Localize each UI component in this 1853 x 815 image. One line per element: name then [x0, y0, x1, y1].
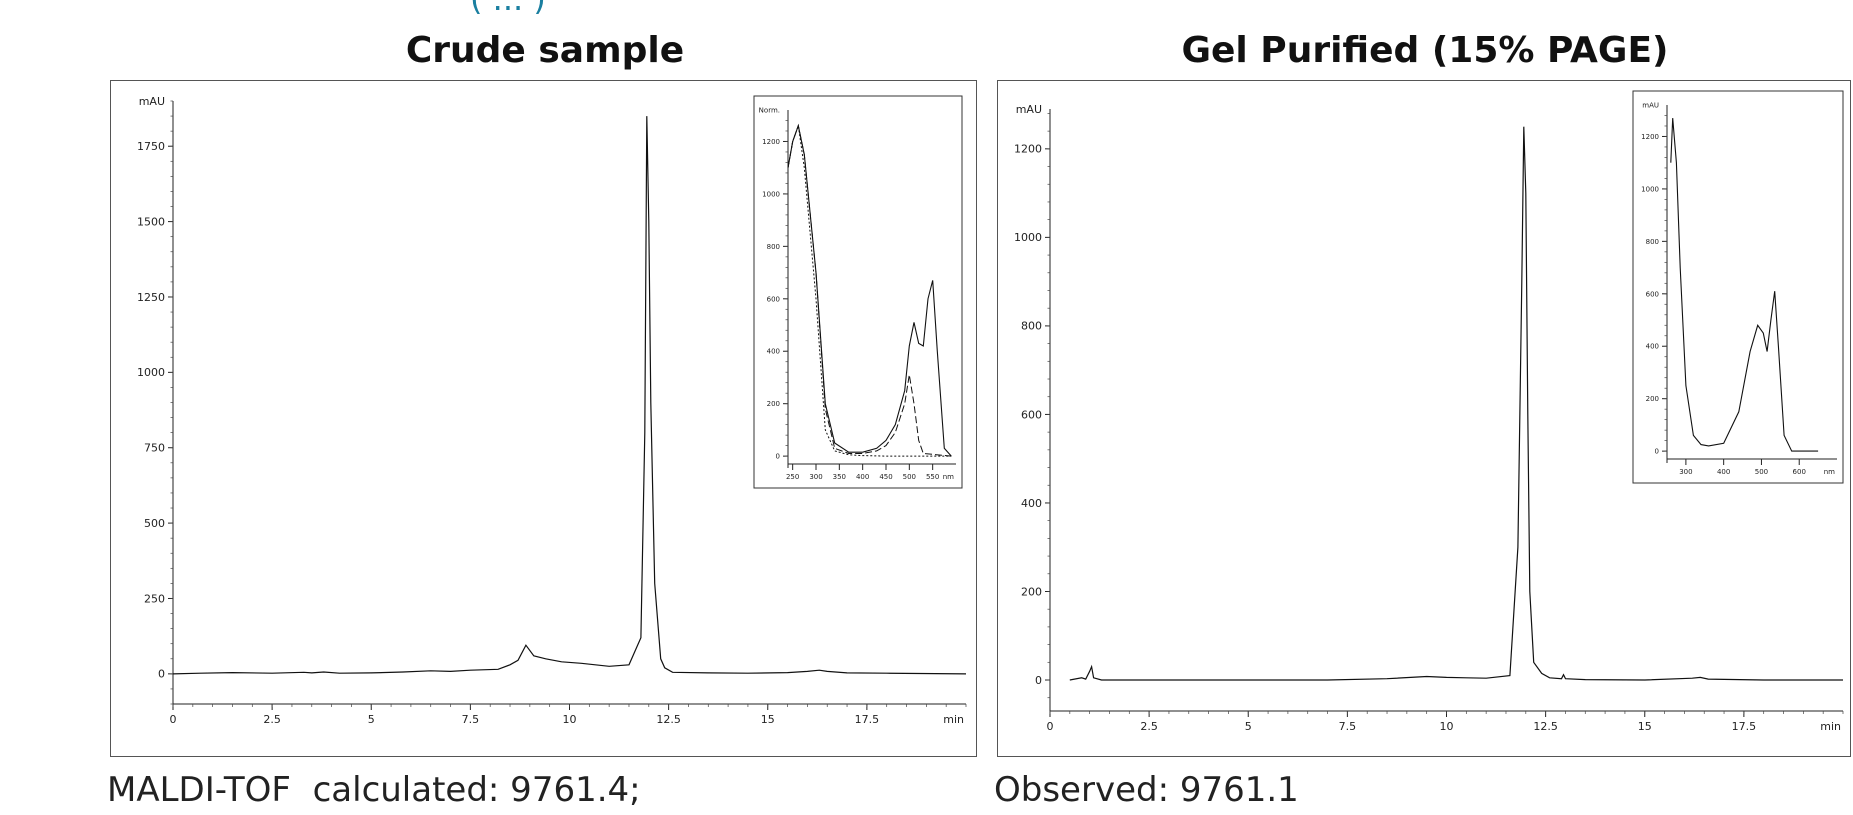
crude-ylabel: mAU: [139, 95, 165, 108]
crude-ytick-label: 1000: [137, 366, 165, 379]
purified-inset-frame: [1632, 90, 1844, 484]
crude-ytick-label: 1750: [137, 140, 165, 153]
crude-inset-ytick-label: 600: [767, 295, 780, 303]
chart-crude-svg: 0 250 500 750 1000 1250 1500 1750 mAU 0 2.5 5 7.5 10 1…: [137, 95, 967, 726]
chart-purified: 0 200 400 600 800 1000 1200 mAU 0 2.5 5 7.5 10 12.5 15…: [997, 80, 1851, 757]
chart-purified-svg: 0 200 400 600 800 1000 1200 mAU 0 2.5 5 7.5 10 12.5 15…: [1014, 90, 1844, 733]
purified-inset-xtick-label: 400: [1717, 468, 1730, 476]
purified-ylabel: mAU: [1016, 103, 1042, 116]
crude-inset-ytick-label: 200: [767, 400, 780, 408]
crude-ytick-label: 1250: [137, 291, 165, 304]
crude-inset-xtick-label: 400: [856, 473, 869, 481]
purified-inset-xtick-label: 300: [1679, 468, 1692, 476]
purified-inset-ytick-label: 1200: [1641, 133, 1659, 141]
crude-inset-series-line: [787, 123, 952, 457]
crude-xtick-label: 12.5: [656, 713, 681, 726]
purified-xtick-label: 17.5: [1732, 720, 1757, 733]
purified-inset-ytick-label: 400: [1646, 343, 1659, 351]
crude-inset-ytick-label: 400: [767, 348, 780, 356]
purified-inset-series-line: [1670, 118, 1819, 452]
crude-inset-ytick-label: 1000: [762, 190, 780, 198]
crude-xlabel: min: [943, 713, 964, 726]
header-strip-text: ( ... ): [470, 0, 546, 18]
purified-xtick-label: 12.5: [1533, 720, 1558, 733]
panel-title-purified: Gel Purified (15% PAGE): [1181, 30, 1669, 71]
crude-ytick-label: 250: [144, 592, 165, 605]
panel-title-crude: Crude sample: [405, 30, 685, 71]
crude-xtick-label: 17.5: [855, 713, 880, 726]
purified-xtick-label: 2.5: [1140, 720, 1158, 733]
purified-inset-xlabel: nm: [1824, 468, 1835, 476]
crude-chromatogram-line: [172, 116, 967, 675]
crude-xtick-label: 7.5: [462, 713, 480, 726]
crude-inset-xtick-label: 300: [809, 473, 822, 481]
purified-ytick-label: 1200: [1014, 143, 1042, 156]
crude-inset-ylabel: Norm.: [759, 106, 780, 114]
purified-inset-ytick-label: 800: [1646, 238, 1659, 246]
purified-inset-ylabel: mAU: [1642, 101, 1659, 109]
crude-xtick-label: 5: [368, 713, 375, 726]
purified-xtick-label: 0: [1047, 720, 1054, 733]
crude-inset-xlabel: nm: [943, 473, 954, 481]
purified-inset-xtick-label: 500: [1755, 468, 1768, 476]
crude-xtick-label: 15: [761, 713, 775, 726]
crude-inset-ytick-label: 0: [776, 453, 780, 461]
crude-xtick-label: 10: [563, 713, 577, 726]
caption-maldi-calculated: MALDI-TOF calculated: 9761.4;: [107, 770, 641, 810]
purified-chromatogram-line: [1069, 126, 1843, 681]
crude-inset-xtick-label: 500: [903, 473, 916, 481]
purified-inset-ytick-label: 0: [1655, 448, 1659, 456]
purified-ytick-label: 800: [1021, 320, 1042, 333]
purified-inset-ytick-label: 600: [1646, 290, 1659, 298]
crude-xtick-label: 0: [170, 713, 177, 726]
purified-inset-xtick-label: 600: [1793, 468, 1806, 476]
crude-inset-xtick-label: 350: [833, 473, 846, 481]
caption-observed: Observed: 9761.1: [994, 770, 1299, 810]
crude-inset-ytick-label: 1200: [762, 138, 780, 146]
purified-xtick-label: 10: [1440, 720, 1454, 733]
crude-inset-xtick-label: 550: [926, 473, 939, 481]
crude-inset-ytick-label: 800: [767, 243, 780, 251]
purified-xtick-label: 7.5: [1339, 720, 1357, 733]
crude-inset-frame: [753, 95, 963, 489]
purified-xtick-label: 15: [1638, 720, 1652, 733]
purified-xlabel: min: [1820, 720, 1841, 733]
crude-inset-xtick-label: 250: [786, 473, 799, 481]
purified-ytick-label: 0: [1035, 674, 1042, 687]
purified-inset-ytick-label: 1000: [1641, 185, 1659, 193]
purified-ytick-label: 400: [1021, 497, 1042, 510]
purified-ytick-label: 1000: [1014, 231, 1042, 244]
purified-xtick-label: 5: [1245, 720, 1252, 733]
purified-ytick-label: 600: [1021, 408, 1042, 421]
crude-inset-xtick-label: 450: [879, 473, 892, 481]
crude-ytick-label: 0: [158, 668, 165, 681]
crude-ytick-label: 500: [144, 517, 165, 530]
crude-ytick-label: 750: [144, 442, 165, 455]
crude-ytick-label: 1500: [137, 215, 165, 228]
crude-xtick-label: 2.5: [263, 713, 281, 726]
purified-inset-ytick-label: 200: [1646, 395, 1659, 403]
purified-ytick-label: 200: [1021, 585, 1042, 598]
chart-crude: 0 250 500 750 1000 1250 1500 1750 mAU 0 2.5 5 7.5 10 1…: [110, 80, 977, 757]
